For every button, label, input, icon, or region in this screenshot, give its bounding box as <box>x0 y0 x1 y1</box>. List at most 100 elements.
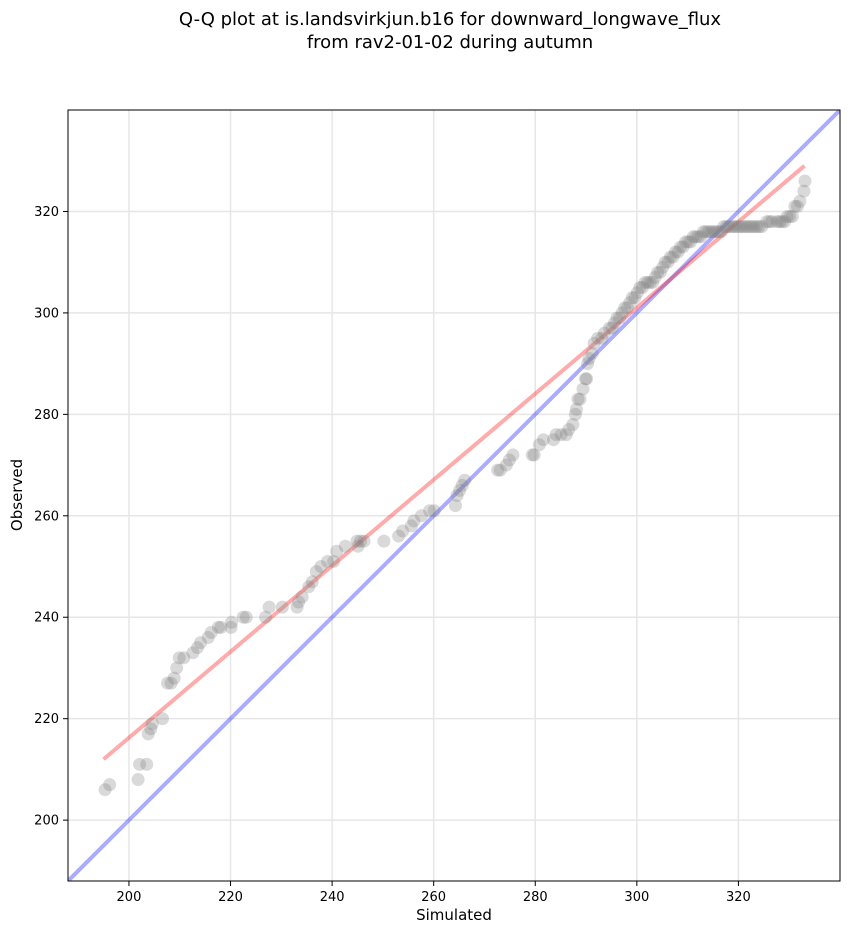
x-tick-label: 320 <box>726 890 751 905</box>
data-point <box>628 291 642 305</box>
data-point <box>532 438 546 452</box>
data-point <box>140 757 154 771</box>
x-tick-label: 240 <box>320 890 345 905</box>
data-point <box>562 423 576 437</box>
data-point <box>625 291 639 305</box>
data-point <box>648 270 662 284</box>
data-point <box>525 448 539 462</box>
data-point <box>549 428 563 442</box>
data-point <box>491 463 505 477</box>
data-point <box>798 174 812 188</box>
data-point <box>559 428 573 442</box>
data-point <box>788 199 802 213</box>
data-point <box>679 235 693 249</box>
data-point <box>742 220 756 234</box>
data-point <box>414 509 428 523</box>
data-point <box>701 225 715 239</box>
data-point <box>686 230 700 244</box>
data-point <box>607 316 621 330</box>
data-point <box>707 225 721 239</box>
data-point <box>453 483 467 497</box>
data-point <box>458 473 472 487</box>
data-point <box>145 717 159 731</box>
data-point <box>579 372 593 386</box>
data-point <box>752 220 766 234</box>
data-point <box>633 281 647 295</box>
data-point <box>750 220 764 234</box>
data-point <box>499 458 513 472</box>
data-point <box>191 641 205 655</box>
data-point <box>765 215 779 229</box>
data-point <box>204 625 218 639</box>
data-point <box>506 448 520 462</box>
data-point <box>167 671 181 685</box>
data-point <box>404 519 418 533</box>
data-point <box>699 225 713 239</box>
data-point <box>571 392 585 406</box>
data-point <box>790 199 804 213</box>
x-axis: 200 220 240 260 280 300 320 <box>117 881 751 905</box>
data-point <box>610 311 624 325</box>
data-point <box>689 230 703 244</box>
data-point <box>194 636 208 650</box>
y-tick-label: 260 <box>34 509 59 524</box>
data-point <box>161 676 175 690</box>
data-point <box>676 240 690 254</box>
data-point <box>591 331 605 345</box>
data-point <box>407 514 421 528</box>
data-point <box>321 554 335 568</box>
data-point <box>377 534 391 548</box>
data-point <box>98 783 112 797</box>
chart-title-line1: Q-Q plot at is.landsvirkjun.b16 for down… <box>178 9 722 30</box>
data-point <box>573 392 587 406</box>
data-point <box>745 220 759 234</box>
data-point <box>635 281 649 295</box>
data-point <box>144 722 158 736</box>
data-points <box>98 174 812 797</box>
x-tick-label: 220 <box>218 890 243 905</box>
data-point <box>783 210 797 224</box>
data-point <box>638 275 652 289</box>
data-point <box>595 331 609 345</box>
data-point <box>580 372 594 386</box>
data-point <box>186 646 200 660</box>
data-point <box>330 544 344 558</box>
plot-frame <box>67 109 841 882</box>
data-point <box>547 433 561 447</box>
data-point <box>605 321 619 335</box>
x-tick-label: 200 <box>117 890 142 905</box>
data-point <box>651 265 665 279</box>
y-tick-label: 200 <box>34 814 59 829</box>
data-point <box>785 210 799 224</box>
data-point <box>793 194 807 208</box>
data-point <box>643 275 657 289</box>
data-point <box>502 453 516 467</box>
data-point <box>450 489 464 502</box>
data-point <box>597 326 611 340</box>
data-point <box>314 560 328 574</box>
data-point <box>305 575 319 589</box>
data-point <box>568 407 582 421</box>
data-point <box>661 255 675 269</box>
data-point <box>554 428 568 442</box>
x-axis-label: Simulated <box>416 906 492 924</box>
data-point <box>351 539 365 553</box>
data-point <box>681 235 695 249</box>
data-point <box>663 250 677 264</box>
data-point <box>302 580 316 594</box>
data-point <box>740 220 754 234</box>
y-tick-label: 320 <box>34 205 59 220</box>
data-point <box>295 590 309 604</box>
data-point <box>684 235 698 249</box>
data-point <box>630 286 644 300</box>
data-point <box>201 631 215 645</box>
data-point <box>493 463 507 477</box>
data-point <box>292 595 306 609</box>
data-point <box>623 296 637 310</box>
data-point <box>696 225 710 239</box>
data-point <box>747 220 761 234</box>
x-tick-label: 300 <box>624 890 649 905</box>
data-point <box>615 306 629 320</box>
data-point <box>760 215 774 229</box>
data-point <box>427 504 441 518</box>
